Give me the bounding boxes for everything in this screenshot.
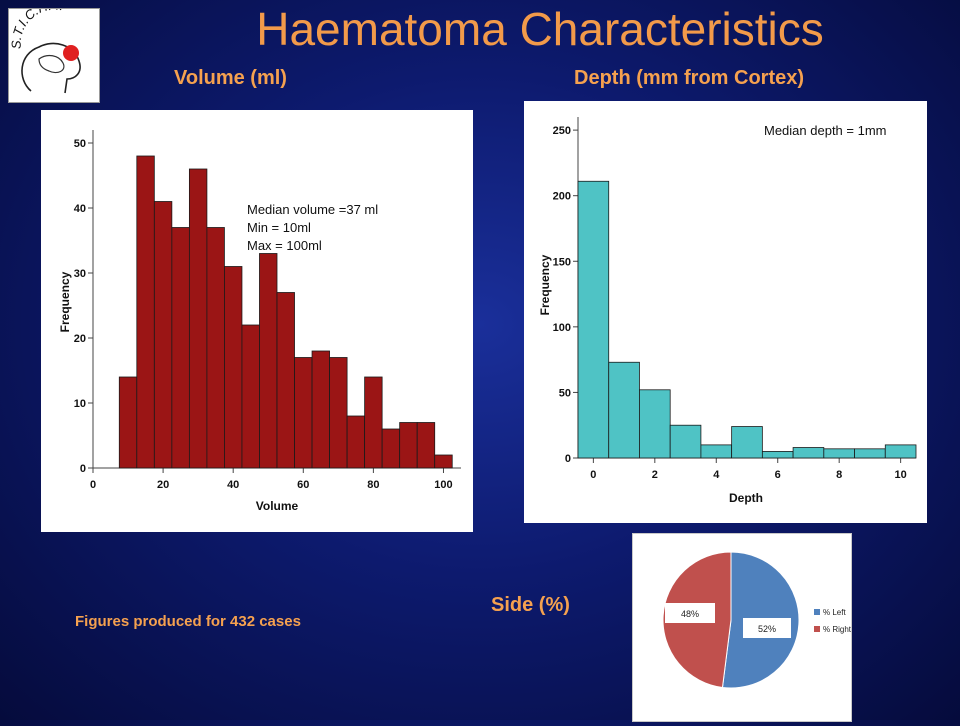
volume-y-tick-label: 0 xyxy=(80,463,86,475)
side-pie-chart: 48% 52% % Left % Right xyxy=(662,551,852,689)
volume-bar xyxy=(276,292,295,469)
volume-bar xyxy=(311,350,330,469)
volume-y-axis-label: Frequency xyxy=(58,271,72,332)
depth-x-axis-label: Depth xyxy=(729,491,763,505)
depth-chart-panel: 0 50 100 150 200 250 0 2 4 6 8 10 Median depth = 1m… xyxy=(524,101,927,523)
volume-bar xyxy=(188,168,208,469)
volume-bar xyxy=(153,201,173,469)
volume-y-tick-label: 30 xyxy=(74,268,86,280)
depth-bar xyxy=(731,426,763,459)
depth-histogram: 0 50 100 150 200 250 0 2 4 6 8 10 Median depth = 1m… xyxy=(538,117,917,505)
depth-heading: Depth (mm from Cortex) xyxy=(574,67,805,89)
slide-title: Haematoma Characteristics xyxy=(256,3,824,55)
stich-logo: S.T.I.C.H. II xyxy=(8,0,100,103)
volume-y-tick-label: 40 xyxy=(74,203,86,215)
depth-bar xyxy=(577,180,610,459)
left-pct-box xyxy=(743,618,791,638)
volume-x-tick-label: 0 xyxy=(90,479,96,491)
volume-bar xyxy=(241,324,260,469)
depth-bar xyxy=(792,447,825,459)
volume-y-tick-label: 50 xyxy=(74,138,86,150)
volume-bar xyxy=(118,376,138,469)
depth-y-tick-label: 100 xyxy=(553,322,571,334)
depth-x-tick-label: 0 xyxy=(590,469,596,481)
volume-x-tick-label: 80 xyxy=(367,479,379,491)
depth-x-tick-label: 8 xyxy=(836,469,842,481)
depth-bar xyxy=(669,424,702,459)
depth-y-tick-label: 50 xyxy=(559,387,571,399)
depth-bar xyxy=(608,361,640,459)
volume-x-tick-label: 100 xyxy=(434,479,452,491)
volume-heading: Volume (ml) xyxy=(174,67,287,89)
legend-swatch-left xyxy=(814,609,820,615)
volume-histogram: 0 10 20 30 40 50 0 20 40 60 80 100 Median volume =3… xyxy=(58,130,461,513)
haematoma-dot xyxy=(63,45,79,61)
depth-x-tick-label: 10 xyxy=(895,469,907,481)
volume-bar xyxy=(224,266,243,469)
left-pct-label: 52% xyxy=(758,624,776,634)
volume-annotation-max: Max = 100ml xyxy=(247,238,322,253)
depth-annotation-median: Median depth = 1mm xyxy=(764,123,886,138)
volume-x-tick-label: 20 xyxy=(157,479,169,491)
stich-logo-graphic: S.T.I.C.H. II xyxy=(9,0,81,94)
depth-x-tick-label: 6 xyxy=(775,469,781,481)
volume-x-tick-label: 60 xyxy=(297,479,309,491)
volume-bar xyxy=(259,253,278,469)
volume-y-tick-label: 20 xyxy=(74,333,86,345)
volume-bar xyxy=(364,376,383,469)
depth-y-tick-label: 0 xyxy=(565,453,571,465)
volume-x-axis-label: Volume xyxy=(256,499,299,513)
depth-bar xyxy=(761,451,794,459)
volume-y-tick-label: 10 xyxy=(74,398,86,410)
volume-bar xyxy=(171,227,190,469)
cases-footnote: Figures produced for 432 cases xyxy=(75,613,301,630)
volume-bar xyxy=(294,357,313,469)
depth-bar xyxy=(639,389,671,459)
depth-x-tick-label: 2 xyxy=(652,469,658,481)
right-pct-label: 48% xyxy=(681,609,699,619)
volume-bar xyxy=(416,422,436,469)
depth-x-tick-label: 4 xyxy=(713,469,720,481)
volume-bar xyxy=(381,428,401,469)
depth-y-tick-label: 200 xyxy=(553,191,571,203)
volume-bar xyxy=(136,155,155,469)
depth-y-tick-label: 150 xyxy=(553,256,571,268)
volume-annotation-median: Median volume =37 ml xyxy=(247,202,378,217)
depth-bar xyxy=(823,448,855,459)
depth-bar xyxy=(854,448,886,459)
volume-bar xyxy=(399,422,418,469)
volume-bar xyxy=(346,415,366,469)
legend-label-right: % Right xyxy=(823,625,851,634)
legend-swatch-right xyxy=(814,626,820,632)
brain-outline xyxy=(38,54,65,74)
depth-y-tick-label: 250 xyxy=(553,125,571,137)
legend-label-left: % Left xyxy=(823,608,846,617)
side-chart-panel: 48% 52% % Left % Right xyxy=(632,533,852,722)
head-outline xyxy=(21,42,81,94)
depth-y-axis-label: Frequency xyxy=(538,254,552,315)
depth-bar xyxy=(884,444,917,459)
volume-annotation-min: Min = 10ml xyxy=(247,220,311,235)
volume-bar xyxy=(206,227,225,469)
volume-x-tick-label: 40 xyxy=(227,479,239,491)
right-pct-box xyxy=(665,603,715,623)
side-heading: Side (%) xyxy=(491,594,570,616)
volume-bar xyxy=(434,454,453,469)
volume-chart-panel: 0 10 20 30 40 50 0 20 40 60 80 100 Median volume =3… xyxy=(41,110,473,532)
volume-bar xyxy=(329,357,348,469)
depth-bar xyxy=(700,444,733,459)
